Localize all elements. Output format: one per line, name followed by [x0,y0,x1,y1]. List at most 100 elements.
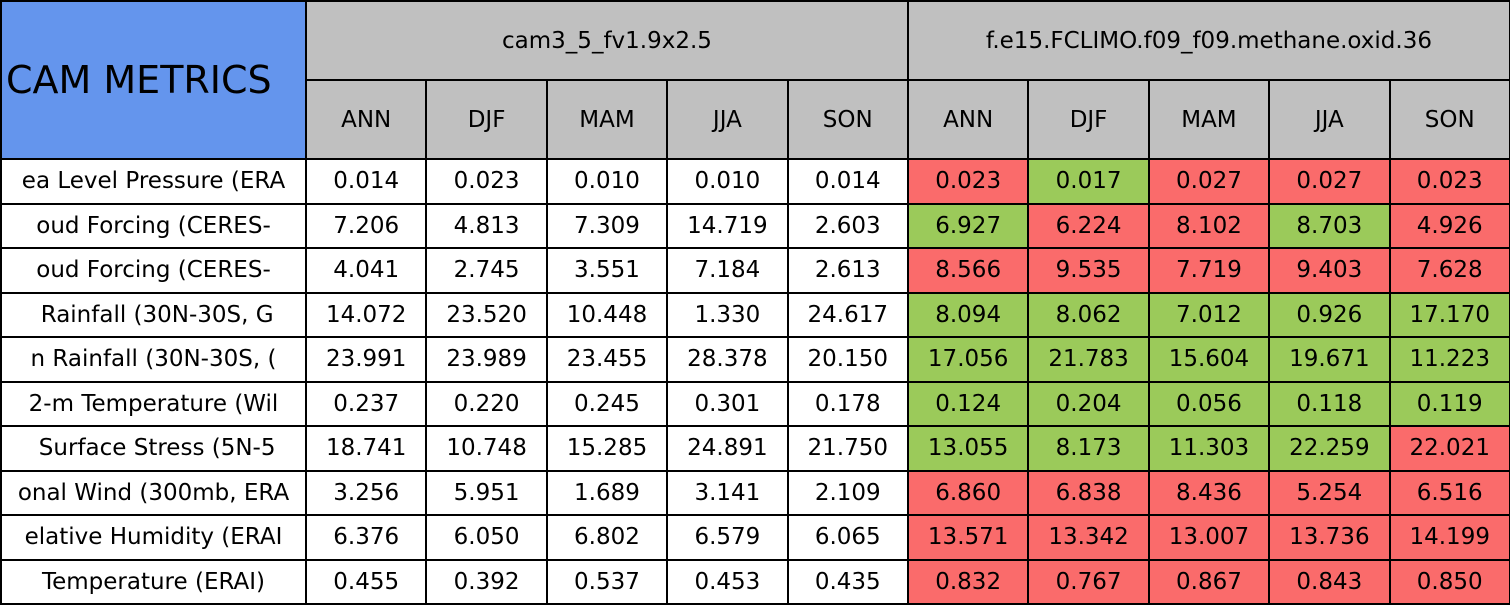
metric-value: 22.259 [1268,425,1391,472]
metric-value: 0.014 [786,158,909,205]
metric-value: 5.254 [1268,469,1391,516]
metric-row: onal Wind (300mb, ERA 3.256 5.951 1.689 3.14… [0,469,1510,516]
metric-value: 6.579 [666,514,789,561]
metric-value: 0.178 [786,380,909,427]
metric-value: 6.860 [906,469,1030,516]
metric-value: 6.376 [304,514,428,561]
season: MAM [545,79,669,160]
metric-value: 0.245 [545,380,669,427]
metric-value: 0.204 [1027,380,1150,427]
metric-value: 0.537 [545,558,669,605]
season: MAM [1147,79,1271,160]
metric-value: 10.448 [545,291,669,338]
metric-value: 0.867 [1147,558,1271,605]
metric-row: oud Forcing (CERES- 4.041 2.745 3.551 7.184 2… [0,247,1510,294]
metric-value: 6.838 [1027,469,1150,516]
metric-value: 13.736 [1268,514,1391,561]
metric-value: 2.745 [425,247,548,294]
metric-value: 13.342 [1027,514,1150,561]
metric-value: 7.719 [1147,247,1271,294]
header-row: CAM METRICS cam3_5_fv1.9x2.5 f.e15.FCLIMO.… [0,0,1510,160]
metric-value: 23.455 [545,336,669,383]
metric-value: 23.520 [425,291,548,338]
season: JJA [666,79,789,160]
metric-value: 0.392 [425,558,548,605]
metric-value: 17.056 [906,336,1030,383]
metric-value: 0.843 [1268,558,1391,605]
metric-row: elative Humidity (ERAI 6.376 6.050 6.802 6.5… [0,514,1510,561]
metric-value: 0.027 [1147,158,1271,205]
metric-value: 7.184 [666,247,789,294]
metric-value: 1.689 [545,469,669,516]
metric-value: 7.012 [1147,291,1271,338]
metric-value: 6.224 [1027,202,1150,249]
metric-value: 19.671 [1268,336,1391,383]
metric-value: 4.926 [1388,202,1510,249]
metric-label: Temperature (ERAI) [0,558,307,605]
metric-value: 15.285 [545,425,669,472]
metric-value: 8.703 [1268,202,1391,249]
metric-value: 0.926 [1268,291,1391,338]
metric-row: n Rainfall (30N-30S, (23.991 23.989 23.455… [0,336,1510,383]
metric-value: 28.378 [666,336,789,383]
metric-value: 8.102 [1147,202,1271,249]
metric-row: 2-m Temperature (Wil 0.237 0.220 0.245 0.301… [0,380,1510,427]
metric-value: 0.220 [425,380,548,427]
metric-value: 0.017 [1027,158,1150,205]
season: SON [786,79,909,160]
season: DJF [1027,79,1150,160]
metric-value: 5.951 [425,469,548,516]
metric-label: elative Humidity (ERAI [0,514,307,561]
metric-value: 15.604 [1147,336,1271,383]
metric-value: 0.301 [666,380,789,427]
metric-value: 3.551 [545,247,669,294]
metric-label: onal Wind (300mb, ERA [0,469,307,516]
metric-value: 24.891 [666,425,789,472]
metric-value: 3.141 [666,469,789,516]
metric-label: oud Forcing (CERES- [0,202,307,249]
metric-value: 2.603 [786,202,909,249]
metric-label: Surface Stress (5N-5 [0,425,307,472]
metric-label: Rainfall (30N-30S, G [0,291,307,338]
metric-value: 0.237 [304,380,428,427]
metric-value: 8.173 [1027,425,1150,472]
metric-value: 23.991 [304,336,428,383]
season: SON [1388,79,1510,160]
corner-title: CAM METRICS [0,0,307,160]
metric-value: 14.072 [304,291,428,338]
metric-value: 14.719 [666,202,789,249]
metric-value: 6.802 [545,514,669,561]
season: ANN [906,79,1030,160]
metric-label: n Rainfall (30N-30S, ( [0,336,307,383]
metric-value: 0.014 [304,158,428,205]
metric-value: 0.435 [786,558,909,605]
metric-value: 0.056 [1147,380,1271,427]
metric-value: 3.256 [304,469,428,516]
metric-value: 18.741 [304,425,428,472]
metric-row: Surface Stress (5N-5 18.741 10.748 15.285 24… [0,425,1510,472]
metric-value: 7.309 [545,202,669,249]
metric-row: Temperature (ERAI) 0.455 0.392 0.537 0.453 0.… [0,558,1510,605]
season: ANN [304,79,428,160]
metric-row: ea Level Pressure (ERA 0.014 0.023 0.010 0.0… [0,158,1510,205]
metric-value: 23.989 [425,336,548,383]
metric-value: 0.767 [1027,558,1150,605]
metric-value: 17.170 [1388,291,1510,338]
metric-value: 21.750 [786,425,909,472]
metric-row: Rainfall (30N-30S, G 14.072 23.520 10.448 1.… [0,291,1510,338]
metric-value: 0.119 [1388,380,1510,427]
metric-value: 4.813 [425,202,548,249]
season: JJA [1268,79,1391,160]
metric-value: 0.832 [906,558,1030,605]
metric-value: 0.010 [545,158,669,205]
metric-value: 20.150 [786,336,909,383]
metric-label: 2-m Temperature (Wil [0,380,307,427]
metric-row: oud Forcing (CERES- 7.206 4.813 7.309 14.719… [0,202,1510,249]
metric-value: 6.065 [786,514,909,561]
metric-value: 14.199 [1388,514,1510,561]
model-name: cam3_5_fv1.9x2.5 [305,0,909,81]
metric-value: 8.062 [1027,291,1150,338]
metric-value: 6.516 [1388,469,1510,516]
metric-value: 9.403 [1268,247,1391,294]
